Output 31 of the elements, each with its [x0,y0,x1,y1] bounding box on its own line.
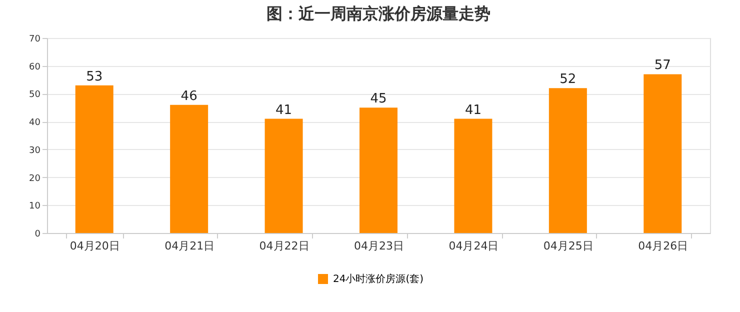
bar [75,85,114,233]
x-tick-label: 04月26日 [638,240,688,252]
bar [360,108,398,233]
legend-label: 24小时涨价房源(套) [333,273,424,285]
bar [264,118,303,233]
data-label: 52 [560,72,576,88]
y-tick-label: 0 [34,230,41,240]
y-tick-label: 30 [29,146,41,156]
bar [644,74,682,233]
y-tick-label: 20 [29,174,41,184]
x-tick-label: 04月23日 [354,240,404,252]
data-label: 45 [370,92,387,107]
y-tick-label: 70 [29,34,41,44]
x-tick-label: 04月25日 [543,240,594,252]
y-tick-label: 40 [29,118,41,128]
x-tick-label: 04月21日 [164,240,215,252]
data-label: 46 [180,88,198,104]
x-tick-label: 04月24日 [448,240,499,252]
chart-title: 图：近一周南京涨价房源量走势 [266,4,490,23]
bar [454,118,492,233]
y-tick-label: 60 [29,62,41,72]
data-label: 41 [464,102,482,118]
bar [548,88,587,233]
y-tick-label: 50 [29,90,41,100]
x-tick-label: 04月22日 [259,240,310,252]
y-tick-label: 10 [29,202,41,212]
data-label: 57 [654,58,671,74]
bar [170,104,208,233]
data-label: 41 [276,102,292,118]
x-tick-label: 04月20日 [70,240,120,252]
data-label: 53 [86,69,103,84]
